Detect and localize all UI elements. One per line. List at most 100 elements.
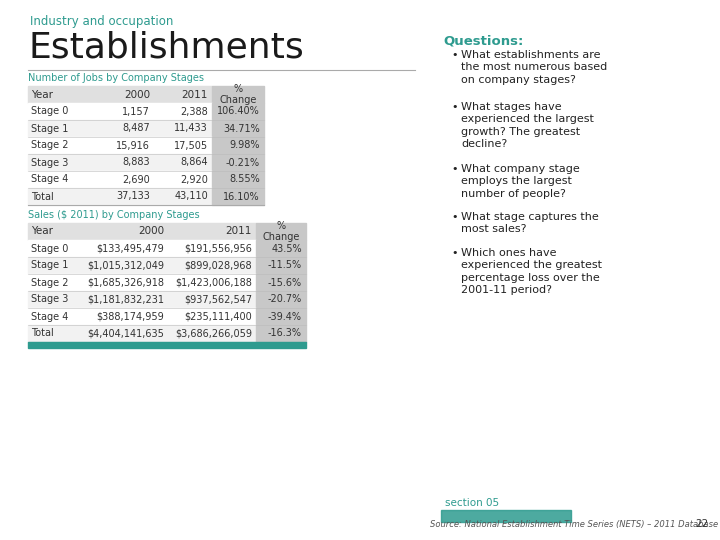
Bar <box>28 223 256 240</box>
Bar <box>212 188 264 205</box>
Text: Stage 0: Stage 0 <box>31 106 68 117</box>
Text: 11,433: 11,433 <box>174 124 208 133</box>
Text: 2,690: 2,690 <box>122 174 150 185</box>
Bar <box>212 120 264 137</box>
Bar <box>441 510 571 522</box>
Text: 22: 22 <box>695 519 708 529</box>
Text: Establishments: Establishments <box>28 30 304 64</box>
Text: 2011: 2011 <box>181 90 208 99</box>
Text: 2011: 2011 <box>225 226 252 237</box>
Bar <box>28 137 212 154</box>
Text: 1,157: 1,157 <box>122 106 150 117</box>
Text: $191,556,956: $191,556,956 <box>184 244 252 253</box>
Text: 2000: 2000 <box>124 90 150 99</box>
Text: What stage captures the
most sales?: What stage captures the most sales? <box>461 212 599 234</box>
Bar <box>212 137 264 154</box>
Text: •: • <box>451 212 457 222</box>
Text: Sales ($ 2011) by Company Stages: Sales ($ 2011) by Company Stages <box>28 210 199 220</box>
Text: $1,423,006,188: $1,423,006,188 <box>175 278 252 287</box>
Bar <box>256 257 306 274</box>
Text: Stage 4: Stage 4 <box>31 174 68 185</box>
Bar <box>28 188 212 205</box>
Text: Total: Total <box>31 328 54 339</box>
Text: %
Change: % Change <box>262 221 300 242</box>
Bar <box>212 171 264 188</box>
Text: 8,487: 8,487 <box>122 124 150 133</box>
Text: section 05: section 05 <box>445 498 499 508</box>
Text: Total: Total <box>31 192 54 201</box>
Text: 2000: 2000 <box>138 226 164 237</box>
Text: Questions:: Questions: <box>443 35 523 48</box>
Text: %
Change: % Change <box>220 84 257 105</box>
Text: -15.6%: -15.6% <box>268 278 302 287</box>
Text: -39.4%: -39.4% <box>268 312 302 321</box>
Bar <box>28 274 256 291</box>
Text: 8,864: 8,864 <box>181 158 208 167</box>
Text: 2,920: 2,920 <box>180 174 208 185</box>
Text: •: • <box>451 50 457 60</box>
Bar <box>28 86 212 103</box>
Text: $1,181,832,231: $1,181,832,231 <box>87 294 164 305</box>
Text: Stage 2: Stage 2 <box>31 140 68 151</box>
Bar <box>256 325 306 342</box>
Bar <box>28 154 212 171</box>
Bar <box>28 325 256 342</box>
Text: Stage 2: Stage 2 <box>31 278 68 287</box>
Bar <box>28 171 212 188</box>
Text: $133,495,479: $133,495,479 <box>96 244 164 253</box>
Text: Number of Jobs by Company Stages: Number of Jobs by Company Stages <box>28 73 204 83</box>
Text: Stage 3: Stage 3 <box>31 158 68 167</box>
Text: 15,916: 15,916 <box>116 140 150 151</box>
Bar <box>256 308 306 325</box>
Text: $899,028,968: $899,028,968 <box>184 260 252 271</box>
Text: $388,174,959: $388,174,959 <box>96 312 164 321</box>
Text: Stage 1: Stage 1 <box>31 260 68 271</box>
Text: -0.21%: -0.21% <box>226 158 260 167</box>
Text: What company stage
employs the largest
number of people?: What company stage employs the largest n… <box>461 164 580 199</box>
Text: 43.5%: 43.5% <box>271 244 302 253</box>
Text: -11.5%: -11.5% <box>268 260 302 271</box>
Bar <box>256 291 306 308</box>
Text: Industry and occupation: Industry and occupation <box>30 15 174 28</box>
Text: Year: Year <box>31 90 53 99</box>
Bar <box>212 103 264 120</box>
Text: Year: Year <box>31 226 53 237</box>
Text: 8,883: 8,883 <box>122 158 150 167</box>
Text: •: • <box>451 102 457 112</box>
Text: What stages have
experienced the largest
growth? The greatest
decline?: What stages have experienced the largest… <box>461 102 594 149</box>
Text: •: • <box>451 164 457 174</box>
Text: Stage 0: Stage 0 <box>31 244 68 253</box>
Text: $4,404,141,635: $4,404,141,635 <box>87 328 164 339</box>
Text: Stage 3: Stage 3 <box>31 294 68 305</box>
Bar <box>28 291 256 308</box>
Text: $235,111,400: $235,111,400 <box>184 312 252 321</box>
Bar <box>28 103 212 120</box>
Bar <box>28 120 212 137</box>
Text: 16.10%: 16.10% <box>223 192 260 201</box>
Text: 106.40%: 106.40% <box>217 106 260 117</box>
Bar <box>256 274 306 291</box>
Bar <box>256 240 306 257</box>
Text: Stage 4: Stage 4 <box>31 312 68 321</box>
Bar <box>28 308 256 325</box>
Text: -16.3%: -16.3% <box>268 328 302 339</box>
Bar <box>28 257 256 274</box>
Text: 37,133: 37,133 <box>116 192 150 201</box>
Text: 2,388: 2,388 <box>180 106 208 117</box>
Text: 34.71%: 34.71% <box>223 124 260 133</box>
Text: Source: National Establishment Time Series (NETS) – 2011 Database: Source: National Establishment Time Seri… <box>430 520 718 529</box>
Text: $1,685,326,918: $1,685,326,918 <box>87 278 164 287</box>
Text: •: • <box>451 248 457 258</box>
Text: -20.7%: -20.7% <box>268 294 302 305</box>
Text: What establishments are
the most numerous based
on company stages?: What establishments are the most numerou… <box>461 50 607 85</box>
Text: 9.98%: 9.98% <box>230 140 260 151</box>
Text: 8.55%: 8.55% <box>229 174 260 185</box>
Text: Which ones have
experienced the greatest
percentage loss over the
2001-11 period: Which ones have experienced the greatest… <box>461 248 602 295</box>
Bar <box>28 342 306 348</box>
Bar <box>28 240 256 257</box>
Text: $937,562,547: $937,562,547 <box>184 294 252 305</box>
Text: Stage 1: Stage 1 <box>31 124 68 133</box>
Text: 17,505: 17,505 <box>174 140 208 151</box>
Text: $3,686,266,059: $3,686,266,059 <box>175 328 252 339</box>
Bar <box>212 86 264 103</box>
